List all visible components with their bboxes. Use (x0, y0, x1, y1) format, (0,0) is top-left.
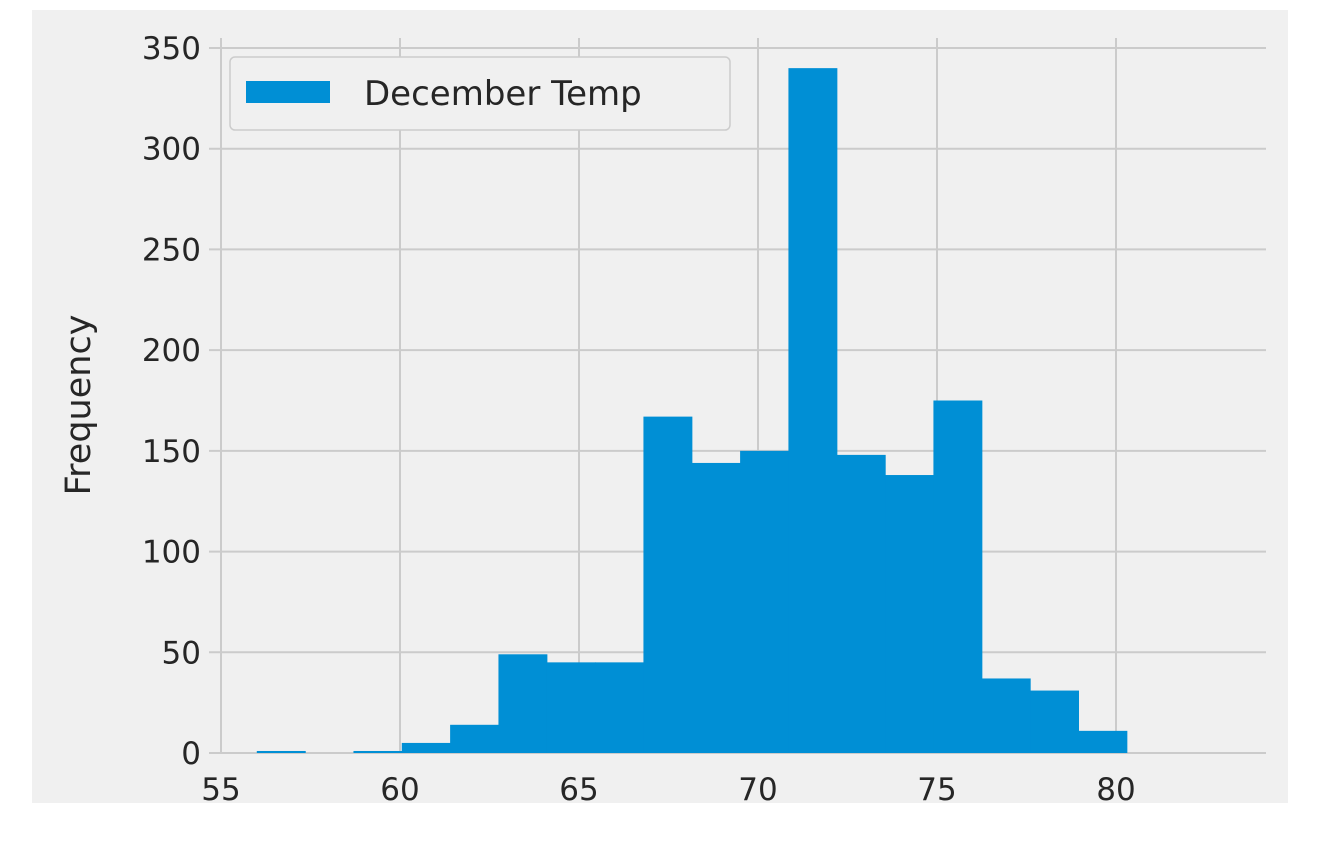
histogram-bar (498, 654, 548, 753)
histogram-bar (595, 662, 645, 753)
histogram-bar (401, 742, 451, 753)
legend-label: December Temp (364, 74, 642, 114)
y-tick-label: 200 (142, 333, 201, 369)
legend-swatch (246, 81, 330, 103)
histogram-bar (1030, 690, 1080, 753)
histogram-bars (256, 68, 1128, 753)
y-tick-label: 300 (142, 132, 201, 168)
y-tick-label: 100 (142, 535, 201, 571)
x-tick-label: 60 (380, 772, 419, 808)
histogram-bar (836, 454, 886, 753)
histogram-bar (546, 662, 596, 753)
legend: December Temp (229, 56, 731, 131)
y-tick-label: 0 (181, 736, 201, 772)
x-tick-label: 65 (559, 772, 598, 808)
y-tick-label: 350 (142, 31, 201, 67)
histogram-bar (788, 68, 838, 753)
y-tick-label: 150 (142, 434, 201, 470)
histogram-bar (691, 462, 741, 753)
grid-lines (209, 38, 1266, 754)
y-axis-label: Frequency (59, 315, 99, 496)
y-tick-labels: 0 50 100 150 200 250 300 350 (142, 31, 201, 772)
legend-box (229, 56, 731, 131)
x-tick-label: 75 (917, 772, 956, 808)
histogram-bar (1078, 730, 1128, 753)
histogram-bar (353, 750, 403, 753)
histogram-bar (740, 450, 790, 753)
x-tick-labels: 55 60 65 70 75 80 (201, 772, 1135, 808)
histogram-bar (256, 750, 306, 753)
y-tick-label: 250 (142, 232, 201, 268)
histogram-bar (981, 678, 1031, 753)
y-tick-label: 50 (162, 635, 201, 671)
x-tick-label: 55 (201, 772, 240, 808)
histogram-bar (885, 475, 935, 753)
histogram-bar (450, 724, 500, 753)
histogram-bar (643, 416, 693, 753)
histogram-bar (933, 400, 983, 753)
x-tick-label: 80 (1096, 772, 1135, 808)
x-tick-label: 70 (738, 772, 777, 808)
